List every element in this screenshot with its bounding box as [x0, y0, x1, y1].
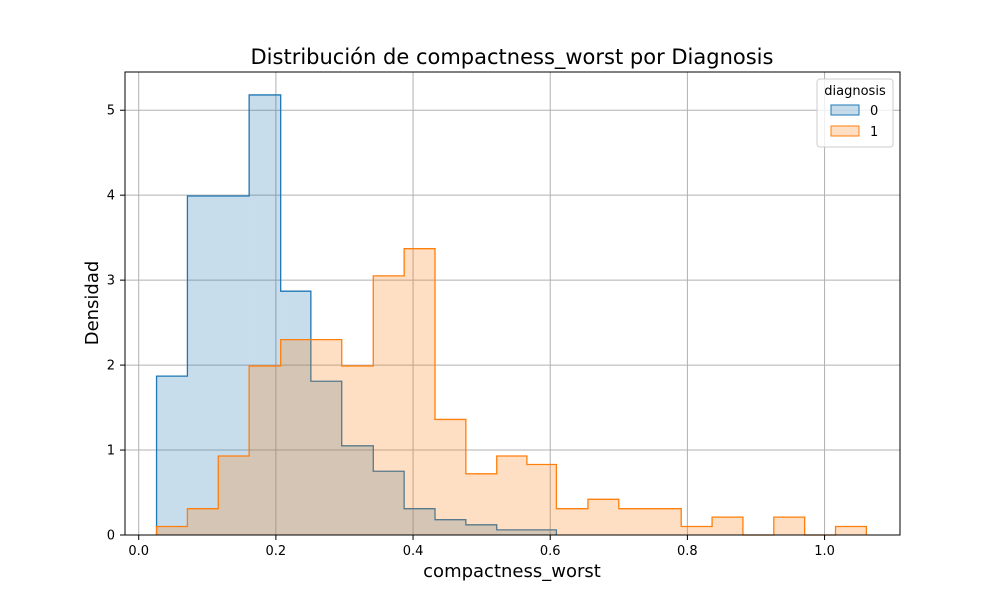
x-tick-label: 0.6	[540, 544, 561, 559]
legend-swatch-0	[830, 104, 860, 116]
histogram-bin-1	[587, 499, 619, 535]
histogram-bin-0	[404, 508, 435, 535]
histogram-bin-1	[249, 365, 281, 535]
y-tick-label: 3	[107, 274, 115, 289]
chart-title: Distribución de compactness_worst por Di…	[251, 45, 774, 70]
histogram-bin-0	[465, 524, 497, 535]
x-tick-label: 1.0	[814, 544, 835, 559]
histogram-bin-1	[404, 248, 435, 535]
histogram-bin-0	[280, 291, 311, 535]
y-tick-label: 5	[107, 104, 115, 119]
axes: 0.0 0.2 0.4 0.6 0.8 1.0 0 1 2 3 4 5	[107, 71, 901, 559]
histogram-bin-0	[373, 471, 405, 535]
histogram-bin-1	[156, 526, 188, 535]
histogram-bin-1	[681, 526, 713, 535]
legend-swatch-1	[830, 125, 860, 137]
plot-frame	[124, 71, 901, 536]
histogram-bin-0	[496, 529, 557, 535]
histogram-bin-1	[556, 508, 588, 535]
series-outline-0	[155, 94, 558, 535]
y-tick-label: 2	[107, 359, 115, 374]
histogram-bin-0	[249, 94, 281, 535]
y-tick-label: 0	[107, 529, 115, 544]
legend-box	[816, 78, 894, 148]
histogram-bin-1	[218, 455, 250, 535]
histogram-bin-1	[773, 517, 805, 535]
series-1	[155, 248, 868, 536]
histogram-bin-1	[187, 508, 219, 535]
histogram-bin-1	[618, 508, 682, 535]
x-tick-label: 0.0	[128, 544, 149, 559]
x-tick-label: 0.2	[266, 544, 287, 559]
histogram-bin-1	[496, 455, 527, 535]
histogram-bin-1	[835, 526, 867, 535]
legend-label-1: 1	[870, 125, 878, 140]
x-tick-label: 0.8	[677, 544, 698, 559]
legend-title: diagnosis	[824, 84, 886, 99]
series-layer	[155, 94, 868, 536]
histogram-bin-1	[373, 275, 405, 535]
histogram-bin-0	[310, 381, 342, 535]
x-tick-label: 0.4	[403, 544, 424, 559]
y-tick-label: 1	[107, 444, 115, 459]
x-axis-title: compactness_worst	[423, 561, 601, 582]
y-tick-label: 4	[107, 189, 115, 204]
histogram-bin-1	[526, 464, 557, 535]
histogram-bin-1	[435, 419, 466, 535]
histogram-bin-0	[435, 519, 466, 535]
y-axis-title: Densidad	[82, 261, 103, 346]
histogram-bin-1	[341, 365, 374, 535]
series-0	[155, 94, 558, 535]
histogram-bin-0	[156, 376, 188, 535]
histogram-bin-1	[465, 473, 497, 535]
histogram-bin-1	[280, 339, 342, 535]
histogram-bin-1	[712, 517, 743, 535]
legend-label-0: 0	[870, 104, 878, 119]
legend: diagnosis 0 1	[816, 78, 894, 148]
histogram-bin-0	[341, 445, 374, 535]
